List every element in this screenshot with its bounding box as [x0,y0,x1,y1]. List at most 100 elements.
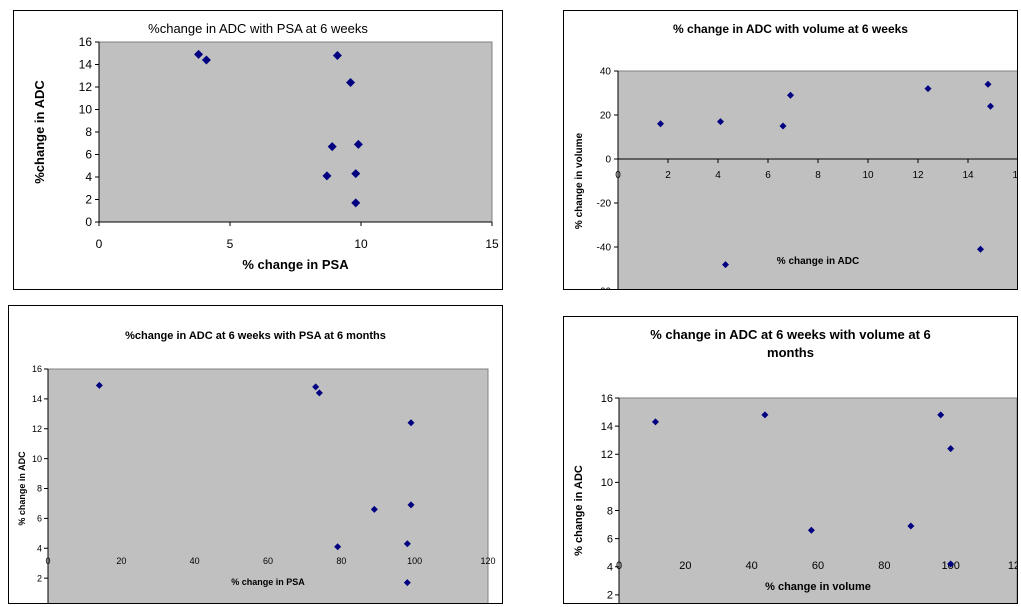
data-point [984,80,992,88]
y-tick-label: 14 [32,394,42,404]
data-point [370,505,378,513]
y-tick-label: 8 [607,505,613,517]
y-tick-label: 6 [37,514,42,524]
y-tick-label: 2 [85,193,92,207]
x-tick-label: 4 [715,170,721,181]
y-tick-label: 16 [79,35,93,49]
y-tick-label: 4 [85,170,92,184]
x-tick-label: 100 [407,556,422,566]
chart-title: %change in ADC at 6 weeks with PSA at 6 … [125,330,386,342]
x-tick-label: 10 [862,170,874,181]
x-axis-label: % change in PSA [242,257,349,272]
data-point [787,91,794,99]
data-point [924,85,932,93]
y-tick-label: 12 [601,449,613,461]
data-point [95,381,103,389]
data-point [332,51,342,60]
data-point [947,560,955,568]
y-tick-label: 14 [79,58,93,72]
data-point [722,261,729,269]
x-tick-label: 40 [190,556,200,566]
data-point [315,389,323,397]
x-tick-label: 10 [354,237,368,251]
x-tick-label: 0 [96,237,103,251]
x-tick-label: 60 [263,556,273,566]
y-tick-label: 0 [605,155,611,166]
y-tick-label: 6 [85,148,92,162]
y-tick-label: 10 [32,454,42,464]
chart-svg-adc-psa-6wk: %change in ADC with PSA at 6 weeks 0 2 4 6 8 1… [32,21,499,272]
data-point [977,245,984,253]
x-tick-label: 5 [227,237,234,251]
chart-title: % change in ADC with volume at 6 weeks [673,22,908,36]
chart-panel-adc-psa-6wk: %change in ADC with PSA at 6 weeks 0 2 4 6 8 1… [13,10,503,290]
y-tick-label: 12 [79,80,93,94]
data-point [937,411,945,419]
y-tick-label: 14 [601,421,613,433]
x-axis-label: % change in ADC [777,256,859,267]
plot-area [617,70,1017,289]
data-point [761,411,769,419]
x-tick-label: 6 [765,170,771,181]
data-point [403,540,411,548]
data-point [353,139,363,149]
x-tick-label: 120 [480,556,495,566]
y-tick-label: 4 [607,562,613,574]
data-point [907,522,915,530]
data-point [327,142,337,152]
data-point [351,198,361,208]
data-point [201,55,211,65]
data-point [947,445,955,453]
y-tick-label: 4 [37,543,42,553]
x-tick-label: 8 [815,170,821,181]
y-tick-label: 10 [601,477,613,489]
data-point [351,169,361,179]
x-axis-label: % change in PSA [231,577,305,587]
x-tick-label: 0 [45,556,50,566]
x-tick-label: 2 [665,170,671,181]
data-point [407,419,415,427]
y-tick-label: 40 [600,67,612,78]
data-point [194,49,204,59]
x-tick-label: 14 [962,170,974,181]
y-tick-label: 12 [32,424,42,434]
y-axis-label: % change in volume [574,132,585,229]
chart-svg-adc-psa-6mo: %change in ADC at 6 weeks with PSA at 6 … [17,330,496,603]
y-tick-label: -20 [597,199,612,210]
x-tick-label: 15 [485,237,499,251]
x-tick-label: 16 [1012,170,1017,181]
y-axis-label: % change in ADC [573,465,585,556]
data-point [346,78,356,87]
x-tick-label: 40 [746,560,758,572]
chart-panel-adc-psa-6mo: %change in ADC at 6 weeks with PSA at 6 … [8,305,503,604]
data-point [334,543,342,551]
x-tick-label: 120 [1008,560,1017,572]
chart-svg-adc-volume-6mo: % change in ADC at 6 weeks with volume a… [573,327,1017,603]
chart-title-line: months [767,345,814,360]
y-tick-label: 6 [607,533,613,545]
y-tick-label: 2 [607,590,613,602]
plot-area [98,41,493,223]
chart-svg-adc-volume-6wk: % change in ADC with volume at 6 weeks -6… [574,22,1017,289]
x-tick-label: 80 [336,556,346,566]
y-tick-label: 2 [37,573,42,583]
x-tick-label: 0 [615,170,621,181]
data-point [407,501,415,509]
y-tick-label: 16 [601,393,613,405]
data-point [322,171,332,181]
data-point [779,122,787,130]
data-point [717,118,724,126]
plot-area [47,368,489,603]
data-point [657,120,664,128]
y-tick-label: 8 [85,125,92,139]
y-axis-label: % change in ADC [17,451,27,526]
y-tick-label: -40 [597,243,612,254]
chart-title: %change in ADC with PSA at 6 weeks [148,21,368,36]
data-point [987,102,994,110]
y-tick-label: 10 [79,103,93,117]
x-tick-label: 60 [812,560,824,572]
data-point [651,418,659,426]
data-point [312,383,320,391]
y-tick-label: 16 [32,364,42,374]
y-axis-label: %change in ADC [32,80,47,184]
